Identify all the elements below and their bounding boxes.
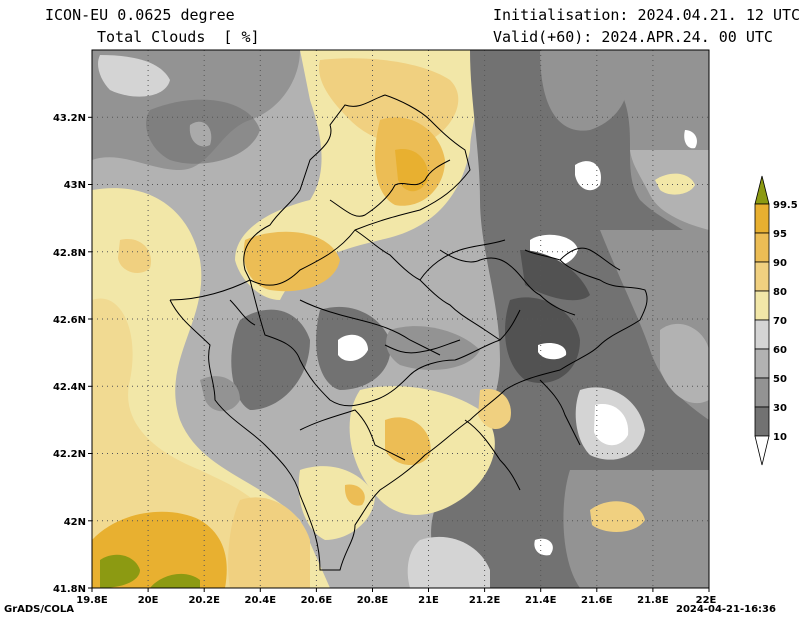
y-tick-label: 41.8N xyxy=(53,584,86,595)
x-tick-label: 21.8E xyxy=(637,595,669,606)
x-axis-labels: 19.8E 20E 20.2E 20.4E 20.6E 20.8E 21E 21… xyxy=(76,595,716,606)
administrative-borders xyxy=(169,94,648,571)
legend-swatch xyxy=(754,348,770,379)
legend-swatch-top xyxy=(754,175,770,205)
legend-label: 80 xyxy=(773,287,787,298)
x-tick-label: 21.2E xyxy=(469,595,501,606)
footer-timestamp: 2024-04-21-16:36 xyxy=(676,604,776,615)
x-tick-label: 20.2E xyxy=(188,595,220,606)
legend-label: 30 xyxy=(773,403,787,414)
valid-time: Valid(+60): 2024.APR.24. 00 UTC xyxy=(493,28,773,46)
legend-label: 99.5 xyxy=(773,200,798,211)
x-tick-label: 19.8E xyxy=(76,595,108,606)
tick-marks xyxy=(88,116,710,592)
model-title: ICON-EU 0.0625 degree xyxy=(45,6,235,24)
legend-swatch xyxy=(754,319,770,350)
cloud-field xyxy=(92,50,709,588)
legend-label: 95 xyxy=(773,229,787,240)
x-tick-label: 21E xyxy=(418,595,439,606)
colorbar-labels: 99.5 95 90 80 70 60 50 30 10 xyxy=(773,200,798,443)
variable-title: Total Clouds [ %] xyxy=(97,28,260,46)
y-axis-labels: 43.2N 43N 42.8N 42.6N 42.4N 42.2N 42N 41… xyxy=(53,113,86,595)
y-tick-label: 42.8N xyxy=(53,248,86,259)
initialisation-time: Initialisation: 2024.04.21. 12 UTC xyxy=(493,6,800,24)
x-tick-label: 20.6E xyxy=(301,595,333,606)
y-tick-label: 42.6N xyxy=(53,315,86,326)
x-tick-label: 20.4E xyxy=(245,595,277,606)
colorbar-legend xyxy=(754,175,770,466)
legend-swatch xyxy=(754,203,770,234)
legend-label: 90 xyxy=(773,258,787,269)
legend-swatch xyxy=(754,377,770,408)
legend-swatch-bottom xyxy=(754,435,770,466)
y-tick-label: 42N xyxy=(64,517,86,528)
x-tick-label: 22E xyxy=(696,595,717,606)
legend-swatch xyxy=(754,261,770,292)
y-tick-label: 43N xyxy=(64,180,86,191)
legend-label: 10 xyxy=(773,432,787,443)
legend-label: 60 xyxy=(773,345,787,356)
y-tick-label: 43.2N xyxy=(53,113,86,124)
footer-credit: GrADS/COLA xyxy=(4,604,74,615)
legend-swatch xyxy=(754,406,770,437)
x-tick-label: 20.8E xyxy=(357,595,389,606)
legend-swatch xyxy=(754,232,770,263)
x-tick-label: 21.4E xyxy=(525,595,557,606)
y-tick-label: 42.4N xyxy=(53,382,86,393)
x-tick-label: 20E xyxy=(138,595,159,606)
y-tick-label: 42.2N xyxy=(53,449,86,460)
legend-label: 70 xyxy=(773,316,787,327)
x-tick-label: 21.6E xyxy=(581,595,613,606)
legend-swatch xyxy=(754,290,770,321)
legend-label: 50 xyxy=(773,374,787,385)
